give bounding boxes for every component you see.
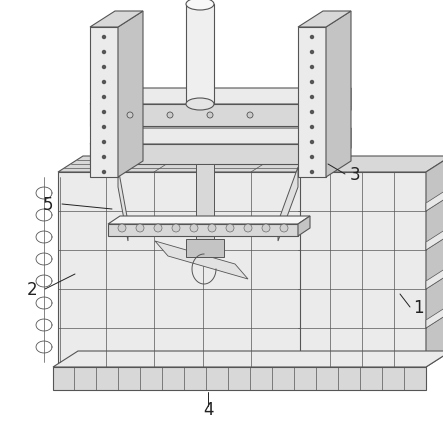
Polygon shape [186,239,224,257]
Circle shape [247,113,253,119]
Polygon shape [426,265,443,289]
Circle shape [311,141,314,144]
Circle shape [280,225,288,233]
Polygon shape [90,129,351,145]
Polygon shape [53,367,426,390]
Polygon shape [326,89,351,127]
Polygon shape [326,12,351,178]
Polygon shape [426,187,443,211]
Circle shape [102,66,105,69]
Circle shape [102,141,105,144]
Polygon shape [90,105,326,127]
Circle shape [311,111,314,114]
Ellipse shape [186,99,214,111]
Text: 2: 2 [27,280,37,298]
Circle shape [136,225,144,233]
Polygon shape [90,28,118,178]
Circle shape [102,36,105,40]
Polygon shape [186,5,214,105]
Polygon shape [278,167,298,242]
Circle shape [262,225,270,233]
Polygon shape [426,304,443,328]
Polygon shape [108,225,298,236]
Circle shape [311,66,314,69]
Circle shape [311,126,314,129]
Circle shape [102,96,105,99]
Circle shape [102,171,105,174]
Polygon shape [58,157,325,173]
Circle shape [167,113,173,119]
Circle shape [190,225,198,233]
Polygon shape [298,173,426,367]
Polygon shape [426,227,443,250]
Polygon shape [298,28,326,178]
Circle shape [172,225,180,233]
Polygon shape [90,89,351,105]
Circle shape [102,156,105,159]
Circle shape [102,111,105,114]
Circle shape [311,96,314,99]
Polygon shape [90,12,143,28]
Circle shape [311,171,314,174]
Polygon shape [108,216,310,225]
Circle shape [244,225,252,233]
Circle shape [208,225,216,233]
Circle shape [102,52,105,55]
Circle shape [311,36,314,40]
Polygon shape [118,167,128,242]
Polygon shape [90,145,326,164]
Polygon shape [196,164,214,239]
Polygon shape [118,12,143,178]
Circle shape [226,225,234,233]
Text: 1: 1 [413,298,424,316]
Circle shape [311,156,314,159]
Polygon shape [58,173,300,367]
Polygon shape [53,351,443,367]
Polygon shape [426,157,443,367]
Circle shape [311,52,314,55]
Polygon shape [326,129,351,164]
Text: 5: 5 [43,196,53,213]
Circle shape [311,81,314,84]
Circle shape [207,113,213,119]
Circle shape [102,81,105,84]
Ellipse shape [186,0,214,11]
Polygon shape [298,12,351,28]
Text: 3: 3 [350,166,360,184]
Circle shape [118,225,126,233]
Circle shape [154,225,162,233]
Circle shape [102,126,105,129]
Polygon shape [155,242,248,279]
Polygon shape [298,216,310,236]
Circle shape [127,113,133,119]
Text: 4: 4 [203,400,213,418]
Polygon shape [298,157,443,173]
